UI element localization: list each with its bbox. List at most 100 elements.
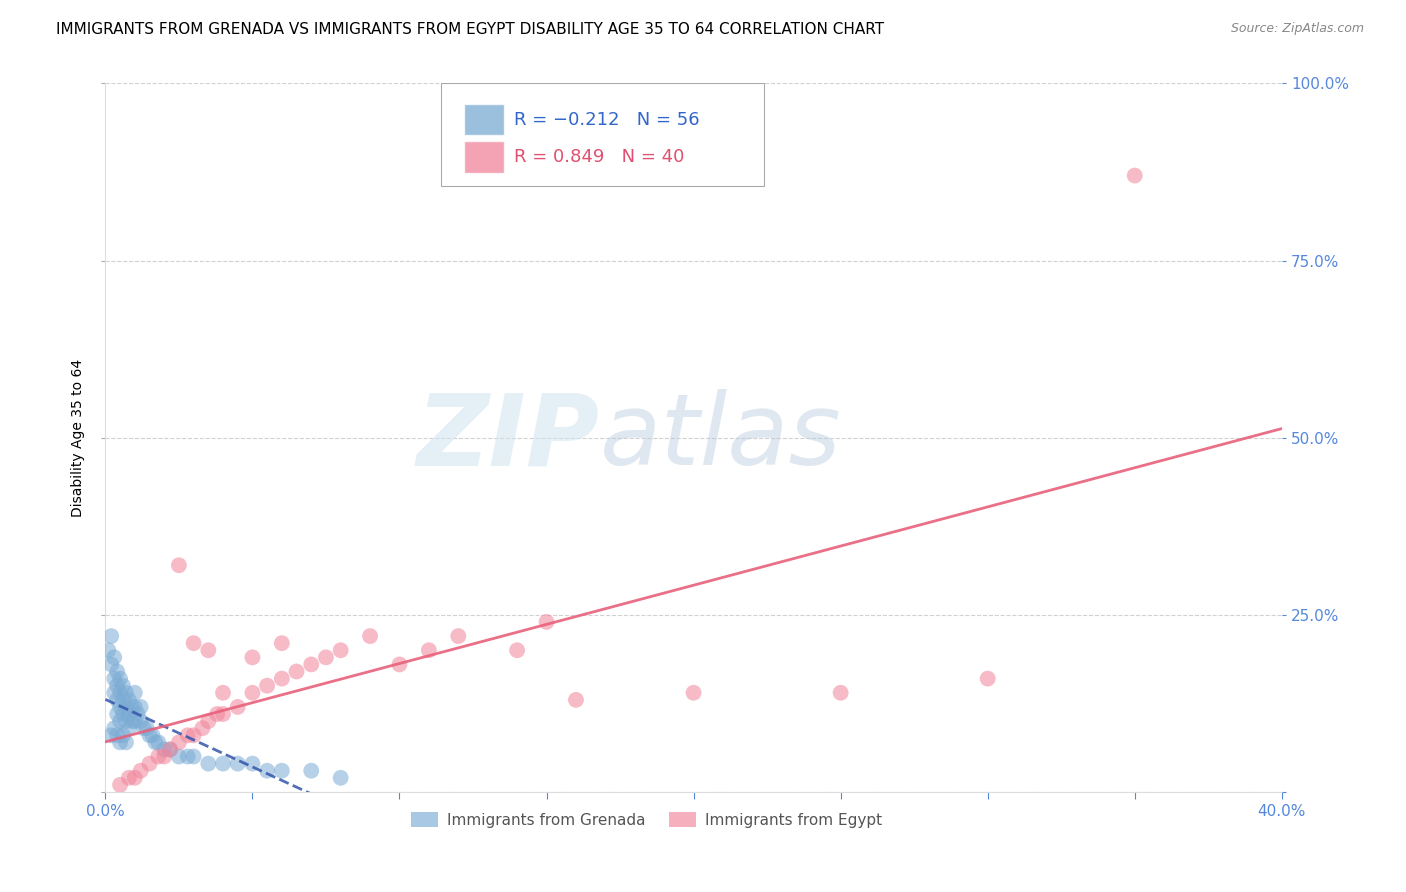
Point (103, 686, 125, 700)
Point (100, 657, 122, 672)
Point (105, 679, 128, 693)
Point (242, 756, 264, 771)
Text: Source: ZipAtlas.com: Source: ZipAtlas.com (1230, 22, 1364, 36)
Point (167, 558, 190, 573)
Point (242, 650, 264, 665)
Point (108, 672, 131, 686)
Point (299, 764, 322, 778)
Point (976, 672, 998, 686)
Point (132, 721, 155, 735)
Point (167, 749, 190, 764)
Point (830, 686, 852, 700)
Point (115, 700, 138, 714)
Point (536, 615, 558, 629)
Point (1123, 169, 1146, 183)
Point (226, 756, 249, 771)
Point (285, 665, 308, 679)
Point (270, 672, 292, 686)
Point (565, 693, 588, 707)
Text: R = −0.212   N = 56: R = −0.212 N = 56 (513, 111, 699, 128)
Point (105, 728, 128, 742)
Point (97, 643, 120, 657)
Point (197, 714, 219, 728)
Point (112, 679, 135, 693)
Point (108, 735, 131, 749)
Point (329, 771, 352, 785)
Text: atlas: atlas (599, 389, 841, 486)
Point (177, 749, 200, 764)
Point (103, 721, 125, 735)
Point (112, 728, 135, 742)
Point (197, 756, 219, 771)
Legend: Immigrants from Grenada, Immigrants from Egypt: Immigrants from Grenada, Immigrants from… (405, 806, 889, 834)
Point (183, 728, 205, 742)
Text: R = 0.849   N = 40: R = 0.849 N = 40 (513, 148, 683, 166)
Text: IMMIGRANTS FROM GRENADA VS IMMIGRANTS FROM EGYPT DISABILITY AGE 35 TO 64 CORRELA: IMMIGRANTS FROM GRENADA VS IMMIGRANTS FR… (56, 22, 884, 37)
Point (145, 735, 167, 749)
Point (108, 714, 131, 728)
Point (506, 643, 529, 657)
Point (148, 735, 170, 749)
Point (212, 706, 235, 721)
Point (183, 749, 205, 764)
Point (270, 764, 292, 778)
FancyBboxPatch shape (464, 141, 505, 172)
Point (418, 643, 440, 657)
Point (141, 728, 163, 742)
Point (148, 749, 170, 764)
Point (226, 700, 249, 714)
Point (177, 728, 200, 742)
Point (105, 665, 128, 679)
Point (108, 700, 131, 714)
Point (118, 771, 141, 785)
Point (212, 686, 235, 700)
Point (153, 749, 176, 764)
Point (315, 650, 337, 665)
Point (124, 771, 146, 785)
Point (205, 706, 228, 721)
Point (359, 629, 381, 643)
Point (105, 693, 128, 707)
Point (100, 629, 122, 643)
Text: ZIP: ZIP (416, 389, 599, 486)
Point (129, 714, 152, 728)
Point (103, 650, 125, 665)
Point (138, 728, 160, 742)
Point (100, 728, 122, 742)
FancyBboxPatch shape (440, 84, 765, 186)
Point (108, 686, 131, 700)
Point (167, 735, 190, 749)
Point (129, 700, 152, 714)
Point (183, 636, 205, 650)
Point (105, 706, 128, 721)
Point (256, 679, 278, 693)
Point (388, 657, 411, 672)
Point (129, 764, 152, 778)
Point (159, 742, 181, 756)
Point (118, 693, 141, 707)
Point (197, 643, 219, 657)
Point (447, 629, 470, 643)
Point (115, 686, 138, 700)
Point (121, 700, 143, 714)
Point (135, 721, 157, 735)
Point (124, 714, 146, 728)
Point (256, 764, 278, 778)
Point (682, 686, 704, 700)
Point (159, 742, 181, 756)
Point (242, 686, 264, 700)
Point (108, 778, 131, 792)
Point (127, 706, 149, 721)
Point (115, 735, 138, 749)
Point (118, 721, 141, 735)
Point (138, 756, 160, 771)
FancyBboxPatch shape (464, 104, 505, 136)
Y-axis label: Disability Age 35 to 64: Disability Age 35 to 64 (72, 359, 86, 516)
Point (112, 693, 135, 707)
Point (299, 657, 322, 672)
Point (153, 742, 176, 756)
Point (112, 706, 135, 721)
Point (191, 721, 214, 735)
Point (212, 756, 235, 771)
Point (103, 672, 125, 686)
